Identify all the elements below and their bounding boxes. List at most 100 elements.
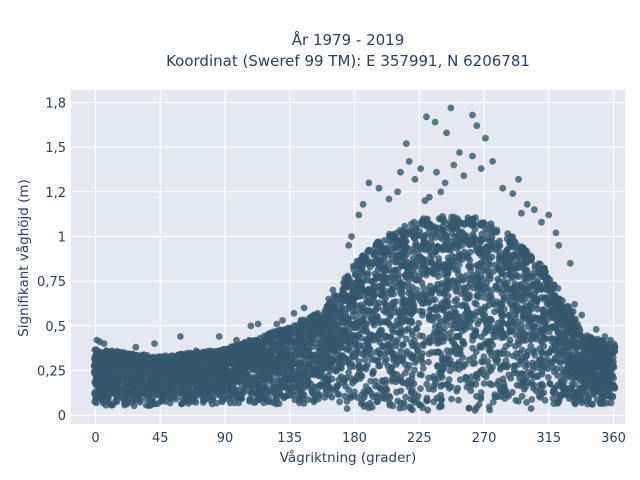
data-point	[323, 353, 331, 360]
data-point	[589, 401, 596, 408]
data-point	[409, 406, 416, 414]
data-point	[531, 347, 538, 355]
data-point	[499, 387, 507, 395]
data-point	[369, 369, 377, 377]
data-point	[471, 327, 478, 334]
data-point	[604, 392, 611, 400]
data-point	[480, 353, 488, 361]
data-point	[566, 386, 573, 393]
data-point	[348, 297, 356, 305]
data-point	[423, 380, 431, 388]
data-point	[486, 261, 494, 269]
data-point	[423, 394, 431, 402]
data-point	[130, 375, 137, 383]
data-point	[505, 271, 513, 278]
data-point	[443, 232, 450, 240]
data-point	[542, 350, 549, 357]
data-point	[538, 370, 546, 378]
data-point	[304, 382, 312, 389]
data-point	[362, 365, 370, 373]
data-point	[386, 230, 393, 238]
data-point	[529, 331, 536, 339]
data-point	[376, 282, 383, 290]
data-point	[452, 288, 460, 295]
data-point	[364, 269, 372, 277]
data-point	[431, 296, 439, 303]
data-point	[416, 371, 424, 378]
data-point	[521, 266, 528, 273]
data-point	[500, 278, 508, 286]
data-point	[468, 379, 476, 387]
data-point	[403, 348, 411, 355]
data-point	[525, 379, 533, 386]
data-point	[367, 377, 375, 385]
data-point	[517, 307, 525, 314]
data-point	[405, 377, 412, 385]
data-point	[400, 404, 408, 411]
data-point	[466, 220, 474, 228]
data-point	[482, 266, 490, 274]
data-point	[375, 362, 383, 370]
data-point	[106, 400, 114, 408]
data-point	[112, 379, 120, 386]
data-point	[144, 392, 152, 399]
data-point	[319, 314, 327, 321]
data-point	[426, 254, 434, 262]
data-point	[558, 352, 566, 360]
data-point	[451, 278, 459, 286]
data-point	[338, 292, 346, 300]
data-point	[319, 363, 327, 370]
data-point	[286, 376, 294, 384]
data-point	[462, 294, 469, 302]
data-point	[394, 397, 402, 405]
data-point	[310, 396, 317, 404]
data-point	[368, 390, 375, 397]
data-point	[471, 359, 479, 367]
data-point	[446, 219, 454, 226]
data-point	[329, 364, 337, 372]
data-point	[246, 337, 254, 345]
data-point	[444, 254, 452, 262]
data-point	[341, 282, 349, 290]
data-point	[127, 368, 135, 376]
data-point	[432, 303, 440, 311]
data-point	[381, 237, 388, 244]
data-point	[527, 342, 535, 350]
data-point	[408, 328, 416, 335]
data-point	[185, 361, 193, 369]
data-point	[520, 313, 528, 320]
data-point	[519, 328, 526, 335]
data-point	[235, 399, 243, 407]
data-point	[435, 255, 443, 262]
data-point	[406, 286, 413, 294]
data-point	[175, 379, 183, 386]
data-point	[343, 346, 350, 353]
data-point	[130, 356, 137, 363]
data-point	[549, 395, 557, 402]
data-point	[411, 390, 418, 398]
data-point	[571, 381, 578, 388]
data-point	[410, 380, 418, 388]
data-point	[481, 294, 489, 302]
data-point	[477, 238, 485, 245]
data-point	[330, 335, 338, 343]
data-point	[157, 398, 164, 405]
data-point	[402, 308, 410, 316]
data-point	[175, 387, 183, 394]
data-point	[232, 394, 240, 401]
data-point	[533, 295, 541, 303]
data-point	[402, 393, 410, 401]
data-point	[262, 359, 269, 367]
data-point	[133, 388, 141, 395]
data-point	[506, 252, 514, 259]
data-point	[565, 344, 573, 352]
data-point	[409, 300, 417, 307]
data-point	[149, 394, 157, 402]
data-point	[425, 350, 433, 358]
data-point	[348, 331, 355, 339]
data-point	[312, 340, 319, 347]
data-point	[361, 346, 369, 354]
data-point	[312, 331, 319, 339]
data-point	[463, 305, 471, 313]
data-point	[425, 358, 432, 366]
